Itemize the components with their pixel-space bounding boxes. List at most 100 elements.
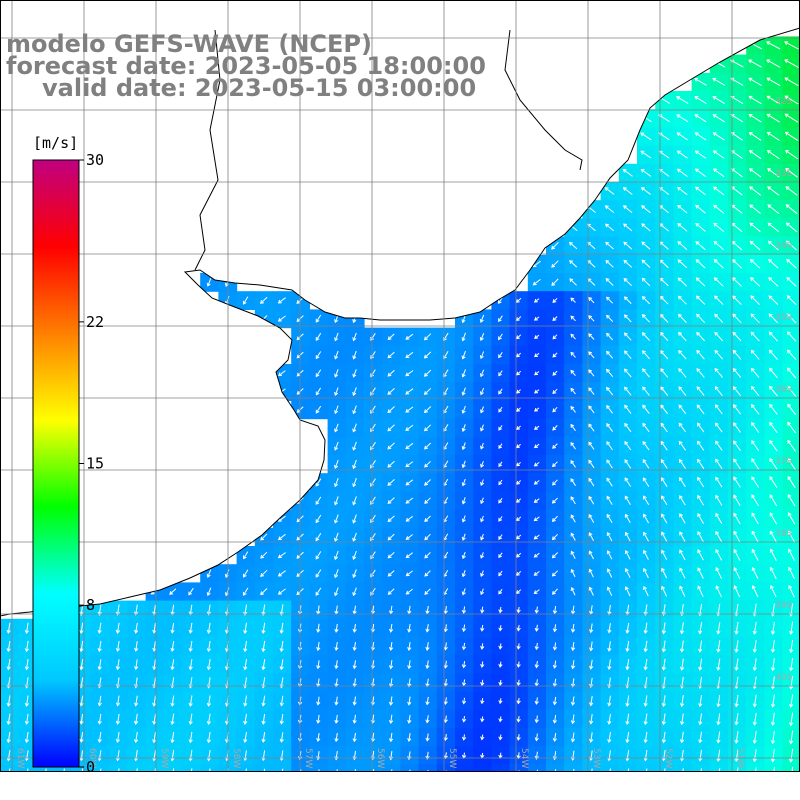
wind-arrow xyxy=(479,351,485,360)
wind-arrow xyxy=(79,732,84,743)
wind-arrow xyxy=(277,315,286,322)
wind-arrow xyxy=(97,659,102,671)
wind-arrow xyxy=(786,313,797,324)
wind-arrow xyxy=(461,424,466,432)
wind-arrow xyxy=(749,186,762,196)
wind-arrow xyxy=(152,659,157,671)
wind-arrow xyxy=(461,387,466,396)
wind-arrow xyxy=(643,549,649,560)
wind-arrow xyxy=(784,95,799,105)
wind-arrow xyxy=(679,585,686,597)
wind-arrow xyxy=(660,350,669,360)
wind-arrow xyxy=(170,622,175,634)
wind-arrow xyxy=(352,569,357,579)
wind-arrow xyxy=(243,695,248,707)
wind-arrow xyxy=(277,588,286,595)
wind-arrow xyxy=(352,714,357,724)
wind-arrow xyxy=(6,750,11,762)
wind-arrow xyxy=(570,586,576,596)
wind-arrow xyxy=(551,497,558,504)
wind-arrow xyxy=(733,440,741,451)
wind-arrow xyxy=(242,296,249,305)
wind-arrow xyxy=(642,404,650,415)
wind-arrow xyxy=(589,623,594,634)
wind-arrow xyxy=(714,331,724,342)
wind-arrow xyxy=(115,713,120,725)
wind-arrow xyxy=(206,622,211,634)
wind-arrow xyxy=(676,96,689,104)
wind-cell xyxy=(655,764,674,772)
wind-arrow xyxy=(352,660,357,670)
wind-arrow xyxy=(678,331,687,342)
wind-arrow xyxy=(748,168,762,178)
wind-arrow xyxy=(279,695,284,707)
wind-arrow xyxy=(388,696,394,706)
wind-arrow xyxy=(570,478,576,486)
wind-arrow xyxy=(97,695,102,707)
wind-arrow xyxy=(770,621,776,635)
wind-arrow xyxy=(480,716,485,723)
wind-cell xyxy=(109,764,128,772)
wind-arrow xyxy=(97,622,102,634)
wind-arrow xyxy=(678,404,687,415)
wind-arrow xyxy=(679,749,685,762)
wind-arrow xyxy=(206,750,211,762)
wind-arrow xyxy=(769,439,778,452)
wind-arrow xyxy=(206,731,211,744)
wind-arrow xyxy=(661,604,666,617)
wind-arrow xyxy=(498,661,503,668)
wind-arrow xyxy=(443,660,448,669)
wind-arrow xyxy=(641,259,651,268)
wind-arrow xyxy=(387,515,395,523)
wind-arrow xyxy=(698,640,703,653)
wind-arrow xyxy=(334,459,339,469)
wind-arrow xyxy=(498,425,503,431)
wind-arrow xyxy=(696,349,705,360)
wind-arrow xyxy=(714,349,724,360)
wind-arrow xyxy=(769,458,778,470)
wind-arrow xyxy=(424,588,431,595)
wind-arrow xyxy=(334,623,339,633)
wind-arrow xyxy=(751,585,759,598)
wind-arrow xyxy=(641,350,650,360)
wind-arrow xyxy=(370,496,376,505)
wind-arrow xyxy=(694,77,707,86)
wind-arrow xyxy=(766,41,781,50)
wind-arrow xyxy=(784,77,799,87)
wind-arrow xyxy=(315,532,322,542)
wind-arrow xyxy=(387,552,395,559)
wind-arrow xyxy=(370,478,376,487)
wind-arrow xyxy=(588,351,595,359)
wind-arrow xyxy=(387,388,395,395)
lagoon-line xyxy=(504,29,583,171)
wind-arrow xyxy=(316,660,321,670)
wind-arrow xyxy=(552,714,557,724)
wind-cell xyxy=(345,764,365,772)
wind-arrow xyxy=(133,713,139,725)
wind-arrow xyxy=(260,533,268,541)
wind-arrow xyxy=(534,371,540,376)
wind-arrow xyxy=(387,424,395,432)
wind-arrow xyxy=(6,640,11,653)
wind-arrow xyxy=(784,41,799,50)
wind-arrow xyxy=(643,658,648,671)
wind-arrow xyxy=(316,623,321,633)
wind-arrow xyxy=(694,150,707,159)
wind-arrow xyxy=(713,277,724,287)
wind-arrow xyxy=(664,768,666,772)
wind-arrow xyxy=(424,479,431,486)
wind-arrow xyxy=(334,642,339,652)
wind-arrow xyxy=(152,604,157,616)
wind-arrow xyxy=(678,368,687,378)
wind-arrow xyxy=(697,531,704,543)
wind-arrow xyxy=(570,333,576,340)
wind-arrow xyxy=(787,439,796,452)
wind-cell xyxy=(473,764,492,772)
wind-arrow xyxy=(260,569,268,577)
lon-label: 61W xyxy=(15,748,25,768)
wind-arrow xyxy=(461,442,466,451)
wind-arrow xyxy=(643,731,648,744)
wind-arrow xyxy=(569,278,577,286)
wind-cell xyxy=(691,764,711,772)
wind-arrow xyxy=(697,458,705,469)
